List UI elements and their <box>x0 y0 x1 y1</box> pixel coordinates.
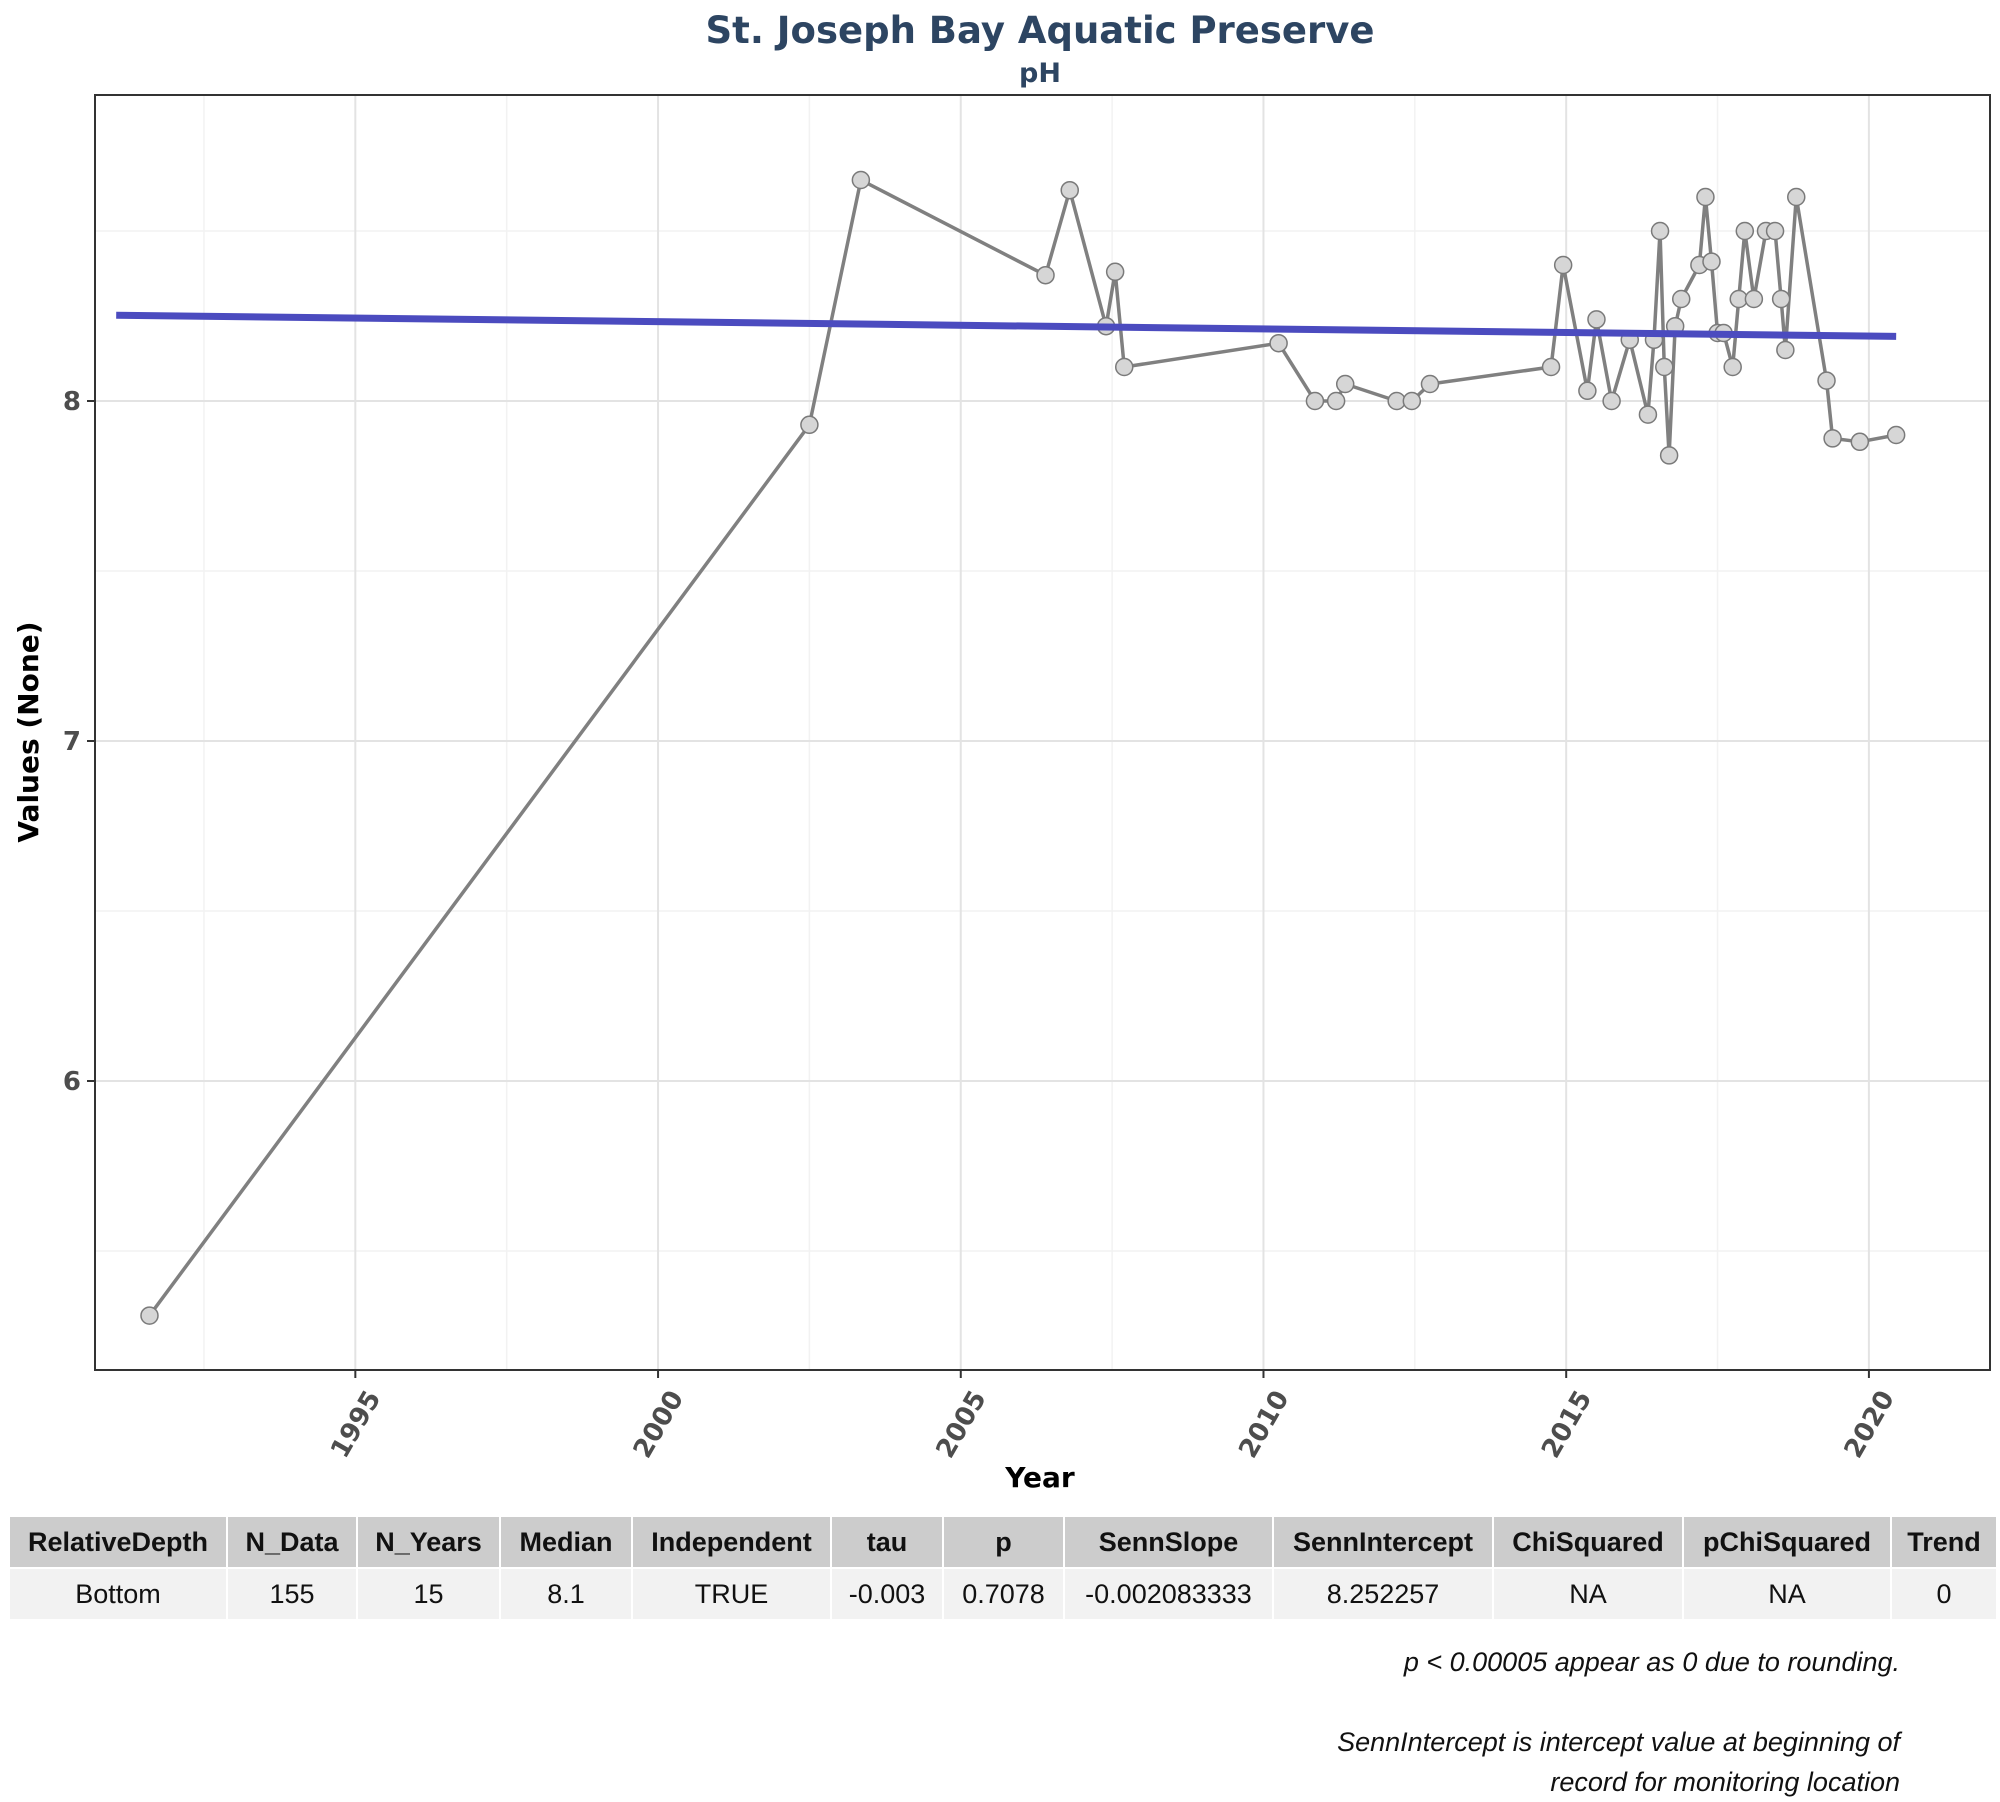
data-point <box>1587 310 1606 329</box>
chart: St. Joseph Bay Aquatic Preserve pH 6 7 8 1… <box>12 9 1991 1490</box>
cell-n-data: 155 <box>228 1567 356 1619</box>
data-point <box>1402 391 1422 411</box>
y-tick-label: 8 <box>63 387 81 417</box>
cell-senn-intercept: 8.252257 <box>1274 1567 1492 1619</box>
cell-relative-depth: Bottom <box>10 1567 226 1619</box>
x-tick-label: 2015 <box>1536 1386 1598 1464</box>
header-tau: tau <box>832 1517 942 1567</box>
cell-independent: TRUE <box>633 1567 830 1619</box>
header-senn-slope: SennSlope <box>1065 1517 1272 1567</box>
plot-border <box>94 94 1991 1371</box>
data-point <box>140 1306 159 1325</box>
data-point <box>1541 357 1561 377</box>
data-point <box>1114 357 1134 377</box>
data-point <box>1060 180 1079 200</box>
chart-title: St. Joseph Bay Aquatic Preserve <box>706 9 1375 52</box>
data-point <box>1269 333 1288 353</box>
rounding-note: p < 0.00005 appear as 0 due to rounding. <box>1403 1647 1900 1677</box>
header-n-data: N_Data <box>228 1517 356 1567</box>
y-axis: 6 7 8 <box>63 387 95 1097</box>
data-point <box>1650 221 1670 241</box>
y-axis-title: Values (None) <box>12 621 45 842</box>
intercept-note-line1: SennIntercept is intercept value at begi… <box>1337 1727 1900 1757</box>
data-point <box>1326 391 1346 411</box>
data-point <box>1886 425 1906 445</box>
x-tick-label: 2000 <box>628 1386 690 1464</box>
stats-table: RelativeDepth N_Data N_Years Median Inde… <box>8 1517 1998 1619</box>
intercept-note-line2: record for monitoring location <box>1550 1767 1900 1797</box>
data-series <box>140 170 1906 1325</box>
data-point <box>1602 391 1621 411</box>
data-point <box>1655 357 1674 377</box>
stats-header-row: RelativeDepth N_Data N_Years Median Inde… <box>10 1517 1996 1567</box>
data-point <box>1305 391 1325 411</box>
data-point <box>800 415 819 435</box>
cell-trend: 0 <box>1892 1567 1996 1619</box>
data-point <box>1671 289 1691 309</box>
data-point <box>1744 289 1764 309</box>
grid <box>95 95 1990 1370</box>
data-point <box>1817 371 1836 390</box>
cell-tau: -0.003 <box>832 1567 942 1619</box>
data-point <box>851 170 871 190</box>
trend-series <box>116 311 1897 340</box>
data-point <box>1578 381 1597 401</box>
cell-median: 8.1 <box>501 1567 631 1619</box>
data-point <box>1735 221 1755 241</box>
data-point <box>1823 429 1842 448</box>
data-point <box>1105 262 1125 282</box>
data-point <box>1420 374 1440 394</box>
table-row: Bottom 155 15 8.1 TRUE -0.003 0.7078 -0.… <box>10 1567 1996 1619</box>
cell-p: 0.7078 <box>944 1567 1063 1619</box>
data-point <box>1771 289 1791 309</box>
data-point <box>1850 432 1870 452</box>
header-median: Median <box>501 1517 631 1567</box>
data-point <box>1723 357 1742 377</box>
cell-n-years: 15 <box>358 1567 499 1619</box>
data-point <box>1335 374 1355 394</box>
trend-line <box>116 311 1897 340</box>
header-p-chi-squared: pChiSquared <box>1684 1517 1890 1567</box>
x-tick-label: 2020 <box>1839 1386 1901 1464</box>
data-point <box>1659 446 1679 465</box>
y-tick-label: 6 <box>63 1067 81 1097</box>
y-tick-label: 7 <box>63 727 81 757</box>
plot-panel <box>95 95 1990 1370</box>
cell-chi-squared: NA <box>1494 1567 1682 1619</box>
cell-p-chi-squared: NA <box>1684 1567 1890 1619</box>
data-point <box>1787 187 1806 207</box>
header-p: p <box>944 1517 1063 1567</box>
header-relative-depth: RelativeDepth <box>10 1517 226 1567</box>
data-point <box>1765 221 1785 241</box>
data-point <box>1696 187 1715 207</box>
x-tick-label: 2010 <box>1233 1386 1295 1464</box>
data-point <box>1702 252 1721 271</box>
data-point <box>1036 265 1055 285</box>
x-axis-title: Year <box>1004 1461 1075 1490</box>
x-tick-label: 1995 <box>325 1386 387 1464</box>
header-senn-intercept: SennIntercept <box>1274 1517 1492 1567</box>
header-n-years: N_Years <box>358 1517 499 1567</box>
cell-senn-slope: -0.002083333 <box>1065 1567 1272 1619</box>
header-independent: Independent <box>633 1517 830 1567</box>
x-axis: 1995 2000 2005 2010 2015 2020 <box>325 1370 1901 1463</box>
data-point <box>1776 340 1795 360</box>
x-tick-label: 2005 <box>931 1386 993 1464</box>
chart-subtitle: pH <box>1019 58 1061 89</box>
header-chi-squared: ChiSquared <box>1494 1517 1682 1567</box>
data-point <box>1553 255 1573 275</box>
data-point <box>1638 405 1658 424</box>
header-trend: Trend <box>1892 1517 1996 1567</box>
